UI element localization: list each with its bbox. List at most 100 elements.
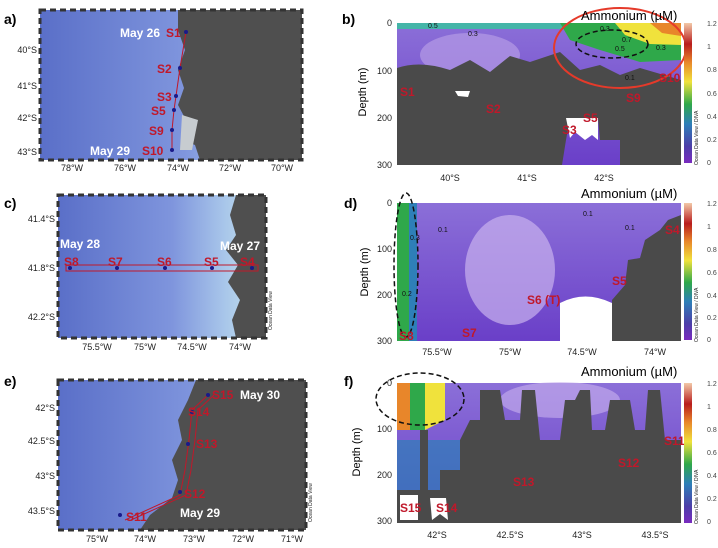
field-patch-green (410, 383, 425, 430)
station-label: S10 (142, 144, 164, 158)
station-label: S12 (184, 487, 206, 501)
x-tick: 74°W (134, 534, 157, 544)
date-label: May 27 (220, 239, 260, 253)
contour-label: 0.5 (428, 23, 438, 30)
date-label: May 30 (240, 388, 280, 402)
seafloor-bathymetry (397, 390, 681, 523)
no-data-gap (560, 296, 612, 341)
contour-label: 0.2 (402, 291, 412, 298)
y-axis-title: Depth (m) (359, 248, 371, 297)
colorbar-tick: 0.6 (707, 270, 717, 277)
colorbar-tick: 1.2 (707, 21, 717, 28)
field-patch (420, 33, 520, 77)
y-tick: 43°S (35, 471, 55, 481)
no-data-gap (455, 91, 470, 97)
y-tick: 42°S (17, 113, 37, 123)
colorbar-tick: 0.6 (707, 91, 717, 98)
colorbar-tick: 0 (707, 337, 711, 344)
x-tick: 74.5°W (567, 347, 597, 357)
panel-b: b) 0.5 0.3 0.3 0.7 0.5 0.3 0.1 S1 S2 S3 … (342, 7, 717, 183)
contour-label: 0.1 (625, 75, 635, 82)
contour-label: 0.3 (468, 31, 478, 38)
x-tick: 74°W (644, 347, 667, 357)
y-tick: 200 (377, 290, 392, 300)
dashed-ellipse (375, 372, 465, 426)
no-data-gap (430, 498, 448, 520)
colorbar-tick: 0.2 (707, 315, 717, 322)
x-tick: 43°S (572, 530, 592, 540)
x-tick: 75.5°W (82, 342, 112, 352)
seafloor-bathymetry (612, 215, 681, 341)
y-tick: 43.5°S (28, 506, 55, 516)
map-land (226, 195, 266, 338)
station-label: S5 (612, 274, 627, 288)
contour-label: 0.7 (622, 37, 632, 44)
colorbar-tick: 1.2 (707, 381, 717, 388)
colorbar-tick: 0.6 (707, 450, 717, 457)
colorbar (684, 383, 692, 523)
x-tick: 71°W (281, 534, 304, 544)
panel-f: f) S15 S14 S13 S12 S11 Depth (m) 0 100 2… (344, 364, 717, 540)
station-point (115, 266, 119, 270)
colorbar-tick: 0.8 (707, 67, 717, 74)
y-tick: 40°S (17, 45, 37, 55)
station-label: S14 (188, 405, 210, 419)
y-tick: 300 (377, 516, 392, 526)
y-tick: 300 (377, 336, 392, 346)
colorbar (684, 203, 692, 340)
y-tick: 300 (377, 160, 392, 170)
map-frame (56, 378, 308, 532)
panel-letter: b) (342, 11, 355, 27)
x-tick: 74.5°W (177, 342, 207, 352)
station-label: S13 (196, 437, 218, 451)
station-label: S5 (204, 255, 219, 269)
y-tick: 100 (377, 424, 392, 434)
odv-watermark: Ocean Data View (308, 483, 314, 522)
cruise-track (171, 31, 187, 150)
dashed-ellipse (393, 192, 419, 338)
map-frame (38, 8, 304, 162)
odv-watermark: Ocean Data View (268, 291, 274, 330)
panel-letter: e) (4, 373, 16, 389)
station-point (178, 66, 182, 70)
station-point (170, 148, 174, 152)
colorbar-title: Ammonium (µM) (581, 364, 677, 379)
odv-watermark: Ocean Data View / DIVA (694, 469, 700, 524)
station-point (174, 94, 178, 98)
station-label: S15 (400, 501, 422, 515)
station-label: S1 (400, 85, 415, 99)
station-point (163, 266, 167, 270)
contour-label: 0.5 (615, 46, 625, 53)
colorbar-tick: 0.4 (707, 293, 717, 300)
y-tick: 200 (377, 470, 392, 480)
contour-label: 0.1 (583, 211, 593, 218)
map-frame (56, 193, 268, 340)
station-markers (68, 266, 254, 270)
x-tick: 42°S (427, 530, 447, 540)
x-tick: 76°W (114, 163, 137, 173)
station-point (170, 128, 174, 132)
x-tick: 72°W (219, 163, 242, 173)
field-patch (500, 382, 620, 418)
contour-label: 0.1 (625, 225, 635, 232)
colorbar-tick: 0 (707, 519, 711, 526)
x-tick: 43.5°S (641, 530, 668, 540)
x-tick: 74°W (167, 163, 190, 173)
date-label: May 29 (180, 506, 220, 520)
panel-letter: a) (4, 11, 16, 27)
seafloor-bathymetry (397, 52, 681, 165)
field-patch-blue (409, 203, 417, 341)
cruise-track (124, 394, 209, 521)
station-label: S3 (562, 123, 577, 137)
contour-label: 0.3 (600, 26, 610, 33)
station-label: S12 (618, 456, 640, 470)
station-label: S15 (212, 388, 234, 402)
panel-letter: f) (344, 373, 353, 389)
station-point (186, 442, 190, 446)
station-point (206, 393, 210, 397)
station-label: S4 (665, 223, 680, 237)
station-point (190, 410, 194, 414)
map-shelf (180, 115, 198, 150)
date-label: May 26 (120, 26, 160, 40)
